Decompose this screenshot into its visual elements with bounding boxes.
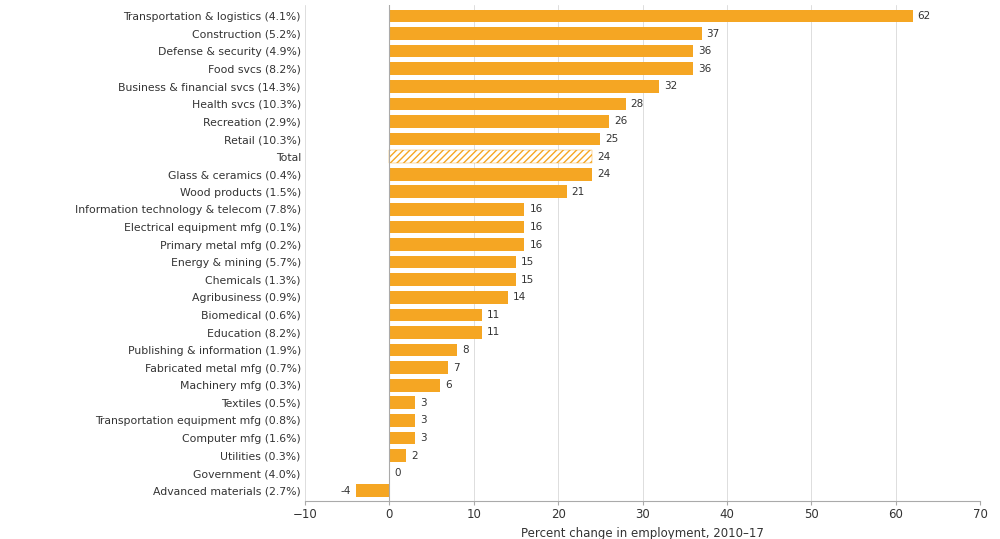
Text: 25: 25 xyxy=(605,134,619,144)
Bar xyxy=(389,449,406,462)
Text: 3: 3 xyxy=(420,398,426,408)
Bar xyxy=(389,256,516,268)
Text: 16: 16 xyxy=(529,239,543,250)
Bar xyxy=(389,27,702,40)
Text: 26: 26 xyxy=(614,116,627,127)
Text: 24: 24 xyxy=(597,151,610,162)
Bar xyxy=(389,326,482,339)
Bar xyxy=(356,485,389,497)
Text: 16: 16 xyxy=(529,222,543,232)
X-axis label: Percent change in employment, 2010–17: Percent change in employment, 2010–17 xyxy=(521,527,764,539)
Text: 15: 15 xyxy=(521,275,534,285)
Text: 21: 21 xyxy=(572,187,585,197)
Text: 2: 2 xyxy=(411,451,418,460)
Bar xyxy=(389,273,516,286)
Text: 28: 28 xyxy=(631,99,644,109)
Bar xyxy=(389,220,524,233)
Text: 11: 11 xyxy=(487,310,501,320)
Bar xyxy=(389,80,659,93)
Text: 36: 36 xyxy=(698,64,711,74)
Text: 11: 11 xyxy=(487,328,501,337)
Bar xyxy=(389,397,415,409)
Bar xyxy=(389,45,693,58)
Text: 37: 37 xyxy=(707,29,720,38)
Bar xyxy=(389,344,457,356)
Bar xyxy=(389,308,482,321)
Text: -4: -4 xyxy=(340,486,351,496)
Bar xyxy=(389,150,592,163)
Bar xyxy=(389,133,600,146)
Bar xyxy=(389,115,609,128)
Bar xyxy=(389,238,524,251)
Bar xyxy=(389,379,440,391)
Text: 24: 24 xyxy=(597,169,610,179)
Text: 8: 8 xyxy=(462,345,469,355)
Bar xyxy=(389,168,592,181)
Text: 16: 16 xyxy=(529,204,543,215)
Text: 36: 36 xyxy=(698,46,711,56)
Bar xyxy=(389,414,415,427)
Bar xyxy=(389,63,693,75)
Bar xyxy=(389,98,626,110)
Text: 15: 15 xyxy=(521,257,534,267)
Text: 0: 0 xyxy=(394,468,401,478)
Text: 3: 3 xyxy=(420,416,426,425)
Text: 14: 14 xyxy=(513,292,526,302)
Bar xyxy=(389,432,415,444)
Text: 32: 32 xyxy=(664,81,678,91)
Text: 3: 3 xyxy=(420,433,426,443)
Bar xyxy=(389,10,912,22)
Text: 62: 62 xyxy=(918,11,931,21)
Bar xyxy=(389,361,448,374)
Bar xyxy=(389,185,567,198)
Bar xyxy=(389,291,508,303)
Text: 6: 6 xyxy=(445,380,452,390)
Bar xyxy=(389,203,524,216)
Text: 7: 7 xyxy=(454,363,460,372)
